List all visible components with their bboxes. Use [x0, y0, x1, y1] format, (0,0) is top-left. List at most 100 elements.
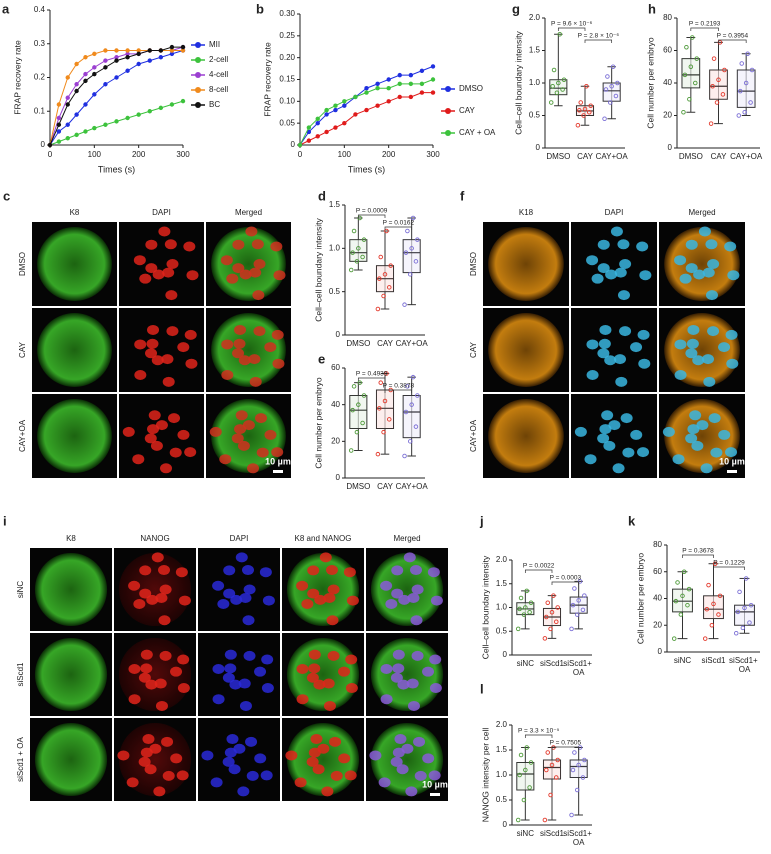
point	[572, 586, 577, 591]
embryo	[211, 313, 286, 387]
nucleus	[132, 454, 145, 465]
nucleus	[398, 594, 411, 605]
nucleus	[691, 440, 704, 451]
nucleus	[327, 584, 340, 595]
nucleus	[637, 447, 650, 458]
legend-marker	[195, 57, 201, 63]
y-axis-label: Cell–cell boundary intensity	[313, 218, 323, 322]
point	[556, 80, 561, 86]
point	[92, 125, 97, 131]
significance-bracket	[524, 569, 553, 573]
y-axis-label: Cell number per embryo	[313, 377, 323, 468]
point	[671, 636, 677, 641]
nucleus	[630, 429, 643, 440]
point	[515, 626, 521, 632]
nucleus	[232, 263, 245, 274]
box-tint	[734, 605, 755, 626]
point	[747, 620, 752, 625]
point	[555, 757, 560, 763]
nucleus	[254, 666, 267, 677]
panel-letter: i	[3, 513, 7, 528]
p-value: P = 0.3878	[383, 383, 415, 390]
point	[333, 107, 338, 113]
nucleus	[301, 599, 314, 610]
nucleus	[261, 654, 274, 665]
point	[408, 81, 414, 87]
nucleus	[308, 663, 321, 674]
nucleus	[322, 678, 335, 689]
point	[361, 393, 367, 398]
y-tick-label: 20	[653, 620, 662, 629]
nucleus	[159, 584, 172, 595]
point	[737, 589, 742, 595]
box-tint	[349, 395, 367, 429]
legend-marker	[445, 130, 451, 136]
legend-marker	[445, 86, 451, 92]
point	[65, 102, 70, 107]
legend-marker	[445, 108, 451, 114]
legend-label: 2-cell	[209, 55, 228, 64]
nucleus	[319, 552, 332, 563]
nucleus	[707, 326, 720, 337]
nucleus	[212, 580, 225, 591]
point	[551, 745, 556, 750]
nucleus	[380, 580, 393, 591]
point	[356, 402, 361, 407]
embryo	[118, 552, 192, 627]
point	[350, 250, 355, 255]
micrograph	[198, 718, 280, 801]
nucleus	[270, 241, 283, 252]
point	[419, 68, 425, 73]
point	[403, 250, 409, 255]
x-tick-label: DMSO	[346, 339, 370, 348]
point	[364, 90, 369, 95]
point	[605, 74, 610, 79]
nucleus	[369, 750, 382, 761]
x-tick-label: siScd1+ OA	[563, 659, 594, 677]
point	[694, 56, 699, 61]
y-tick-label: 1.0	[529, 78, 541, 87]
nucleus	[155, 420, 168, 431]
nucleus	[674, 339, 687, 350]
point	[83, 102, 88, 107]
point	[555, 605, 560, 610]
micrograph	[571, 308, 657, 392]
y-tick-label: 60	[663, 46, 672, 55]
point	[74, 82, 79, 87]
point	[712, 561, 718, 566]
nucleus	[224, 649, 237, 660]
significance-bracket	[357, 377, 386, 381]
point	[125, 51, 130, 57]
point	[743, 576, 749, 581]
point	[710, 83, 715, 89]
nucleus	[617, 290, 630, 301]
nucleus	[586, 255, 599, 266]
nucleus	[146, 338, 159, 349]
nucleus	[162, 267, 175, 278]
nucleus	[285, 750, 298, 761]
y-tick-label: 0.15	[279, 75, 295, 84]
y-tick-label: 0.2	[34, 73, 46, 82]
nucleus	[338, 666, 351, 677]
nucleus	[140, 663, 153, 674]
nucleus	[237, 440, 250, 451]
panel-letter: l	[480, 681, 484, 696]
y-tick-label: 1.5	[496, 579, 508, 588]
point	[523, 767, 528, 773]
nucleus	[128, 664, 141, 675]
point	[397, 72, 402, 78]
point	[377, 276, 382, 281]
point	[521, 797, 527, 803]
point	[582, 106, 588, 112]
nucleus	[598, 338, 611, 349]
box	[736, 69, 756, 108]
box-tint	[681, 58, 700, 88]
point	[386, 99, 391, 104]
y-tick-label: 1.0	[496, 603, 508, 612]
point	[415, 393, 420, 398]
nucleus	[413, 736, 426, 747]
row-label: siNC	[16, 581, 25, 599]
y-axis-label: FRAP recovery rate	[12, 40, 22, 115]
point	[315, 116, 320, 122]
point	[413, 259, 419, 264]
